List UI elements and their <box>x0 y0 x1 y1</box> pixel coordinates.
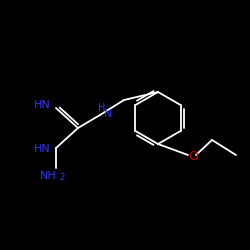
Text: H: H <box>98 103 106 113</box>
Text: NH: NH <box>40 171 56 181</box>
Text: 2: 2 <box>60 172 64 182</box>
Text: HN: HN <box>34 144 50 154</box>
Text: HN: HN <box>34 100 50 110</box>
Text: N: N <box>104 109 112 119</box>
Text: O: O <box>188 150 198 162</box>
